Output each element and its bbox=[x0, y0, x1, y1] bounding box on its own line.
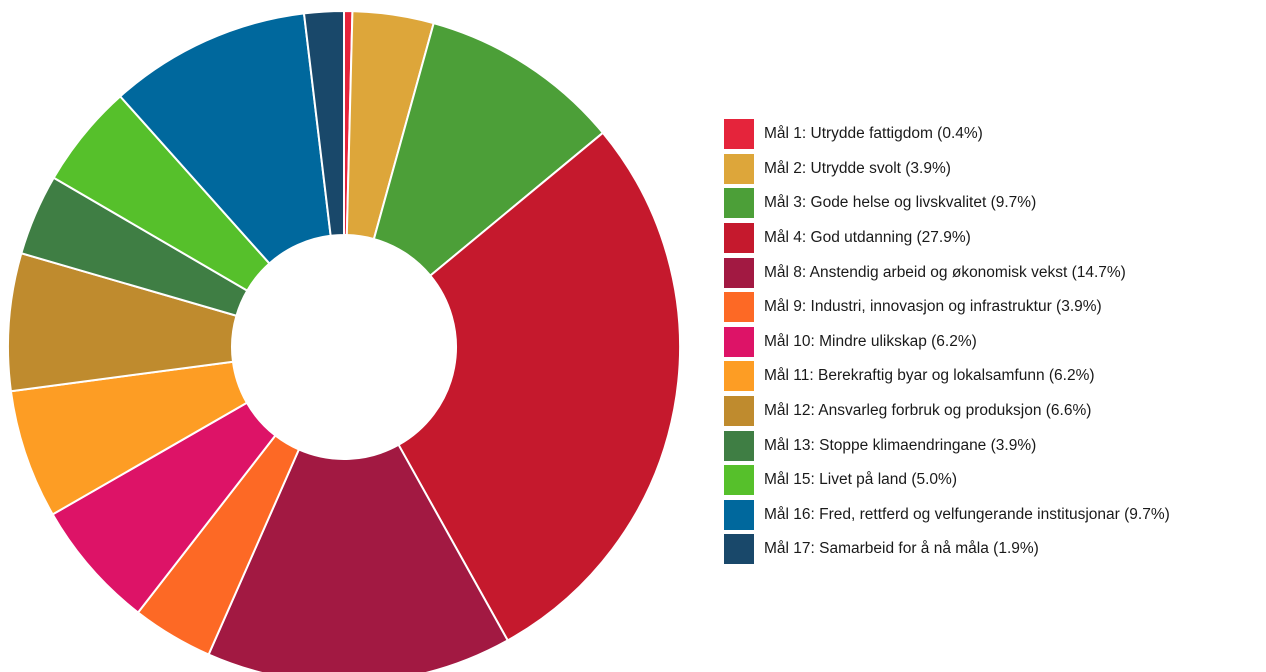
legend-swatch bbox=[724, 361, 754, 392]
legend-swatch bbox=[724, 223, 754, 254]
legend-swatch bbox=[724, 499, 754, 530]
legend-label: Mål 15: Livet på land (5.0%) bbox=[764, 471, 957, 489]
legend-item: Mål 16: Fred, rettferd og velfungerande … bbox=[724, 498, 1264, 533]
legend-swatch bbox=[724, 326, 754, 357]
legend-label: Mål 9: Industri, innovasjon og infrastru… bbox=[764, 298, 1102, 316]
legend-item: Mål 1: Utrydde fattigdom (0.4%) bbox=[724, 117, 1264, 152]
donut-slice-4 bbox=[397, 131, 681, 642]
legend-label: Mål 10: Mindre ulikskap (6.2%) bbox=[764, 332, 977, 350]
legend: Mål 1: Utrydde fattigdom (0.4%) Mål 2: Ut… bbox=[724, 117, 1264, 567]
legend-label: Mål 11: Berekraftig byar og lokalsamfunn… bbox=[764, 367, 1095, 385]
legend-label: Mål 16: Fred, rettferd og velfungerande … bbox=[764, 505, 1170, 523]
legend-item: Mål 8: Anstendig arbeid og økonomisk vek… bbox=[724, 255, 1264, 290]
legend-swatch bbox=[724, 188, 754, 219]
legend-label: Mål 8: Anstendig arbeid og økonomisk vek… bbox=[764, 263, 1126, 281]
legend-swatch bbox=[724, 119, 754, 150]
donut-slice-12 bbox=[118, 12, 332, 265]
legend-swatch bbox=[724, 534, 754, 565]
legend-item: Mål 11: Berekraftig byar og lokalsamfunn… bbox=[724, 359, 1264, 394]
legend-item: Mål 17: Samarbeid for å nå måla (1.9%) bbox=[724, 532, 1264, 567]
legend-label: Mål 2: Utrydde svolt (3.9%) bbox=[764, 159, 951, 177]
legend-label: Mål 17: Samarbeid for å nå måla (1.9%) bbox=[764, 540, 1039, 558]
legend-label: Mål 1: Utrydde fattigdom (0.4%) bbox=[764, 125, 983, 143]
legend-item: Mål 9: Industri, innovasjon og infrastru… bbox=[724, 290, 1264, 325]
legend-item: Mål 15: Livet på land (5.0%) bbox=[724, 463, 1264, 498]
legend-label: Mål 12: Ansvarleg forbruk og produksjon … bbox=[764, 402, 1092, 420]
legend-item: Mål 3: Gode helse og livskvalitet (9.7%) bbox=[724, 186, 1264, 221]
legend-swatch bbox=[724, 430, 754, 461]
legend-item: Mål 12: Ansvarleg forbruk og produksjon … bbox=[724, 394, 1264, 429]
legend-item: Mål 13: Stoppe klimaendringane (3.9%) bbox=[724, 428, 1264, 463]
donut-slice-3 bbox=[372, 21, 605, 278]
donut-slice-13 bbox=[302, 9, 345, 237]
donut-plot bbox=[7, 9, 681, 672]
legend-swatch bbox=[724, 396, 754, 427]
donut-slice-5 bbox=[207, 443, 510, 672]
legend-swatch bbox=[724, 257, 754, 288]
legend-swatch bbox=[724, 465, 754, 496]
legend-swatch bbox=[724, 292, 754, 323]
legend-label: Mål 3: Gode helse og livskvalitet (9.7%) bbox=[764, 194, 1037, 212]
legend-item: Mål 2: Utrydde svolt (3.9%) bbox=[724, 152, 1264, 187]
legend-swatch bbox=[724, 153, 754, 184]
donut-slices bbox=[7, 9, 681, 672]
legend-item: Mål 10: Mindre ulikskap (6.2%) bbox=[724, 325, 1264, 360]
legend-label: Mål 13: Stoppe klimaendringane (3.9%) bbox=[764, 436, 1037, 454]
legend-label: Mål 4: God utdanning (27.9%) bbox=[764, 229, 971, 247]
legend-item: Mål 4: God utdanning (27.9%) bbox=[724, 221, 1264, 256]
